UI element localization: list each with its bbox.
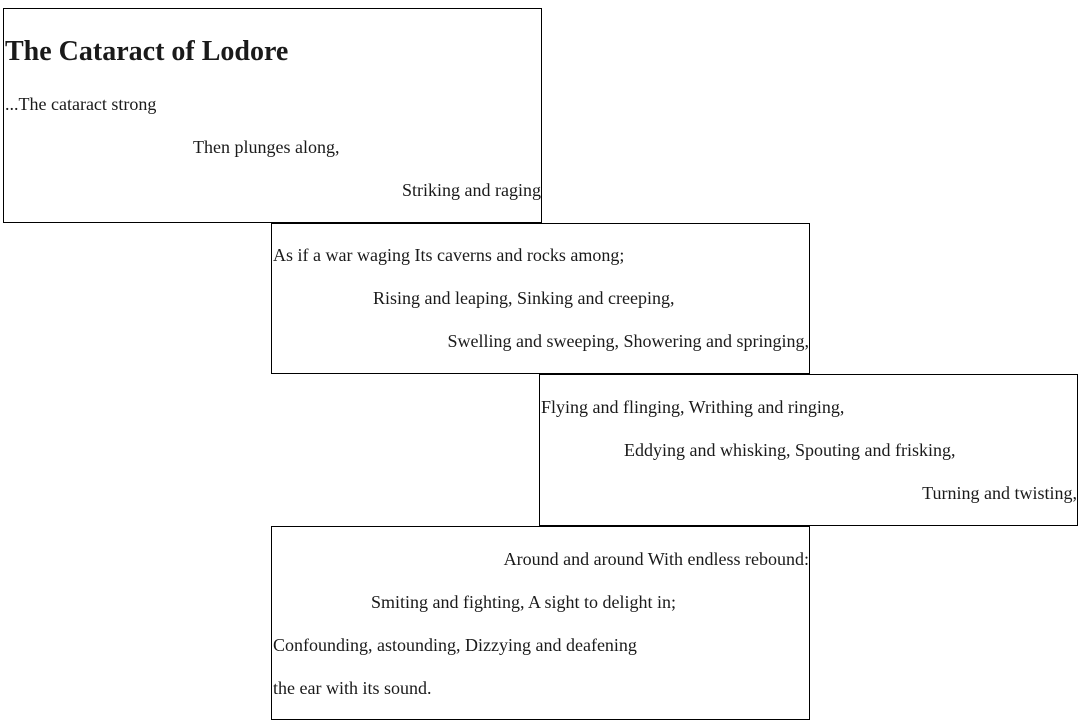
poem-line: ...The cataract strong: [5, 94, 157, 114]
poem-line: Then plunges along,: [193, 137, 340, 157]
stanza-box-1: The Cataract of Lodore ...The cataract s…: [3, 8, 542, 223]
stanza-box-4: Around and around With endless rebound: …: [271, 526, 810, 720]
poem-line: Turning and twisting,: [922, 483, 1077, 503]
poem-line: Around and around With endless rebound:: [503, 549, 809, 569]
poem-line: Smiting and fighting, A sight to delight…: [371, 592, 677, 612]
stanza-box-3: Flying and flinging, Writhing and ringin…: [539, 374, 1078, 526]
stanza-box-2: As if a war waging Its caverns and rocks…: [271, 223, 810, 374]
poem-line: Eddying and whisking, Spouting and frisk…: [624, 440, 956, 460]
poem-title: The Cataract of Lodore: [5, 36, 289, 67]
poem-line: the ear with its sound.: [273, 678, 432, 698]
poem-line: Confounding, astounding, Dizzying and de…: [273, 635, 637, 655]
poem-line: Rising and leaping, Sinking and creeping…: [373, 288, 675, 308]
poem-line: As if a war waging Its caverns and rocks…: [273, 245, 625, 265]
poem-line: Striking and raging: [402, 180, 541, 200]
poem-line: Flying and flinging, Writhing and ringin…: [541, 397, 845, 417]
poem-line: Swelling and sweeping, Showering and spr…: [447, 331, 809, 351]
